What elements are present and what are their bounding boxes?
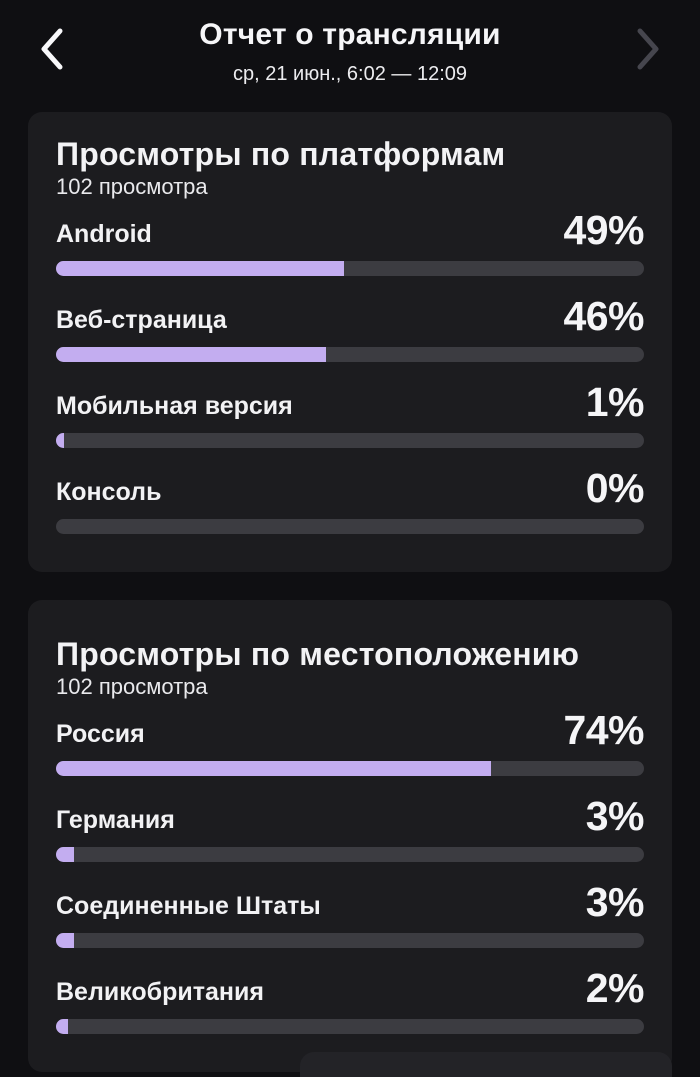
stat-row-console: Консоль 0%: [56, 465, 645, 534]
progress-fill: [56, 761, 492, 776]
stat-row-web: Веб-страница 46%: [56, 293, 644, 362]
bottom-sheet-peek[interactable]: [300, 1052, 672, 1077]
progress-fill: [56, 261, 345, 276]
progress-fill: [56, 1019, 68, 1034]
chevron-right-icon: [636, 28, 660, 73]
progress-track: [56, 1019, 644, 1034]
progress-fill: [56, 433, 64, 448]
stat-value: 46%: [563, 293, 644, 339]
page-title: Отчет о трансляции: [199, 18, 501, 51]
card-title: Просмотры по платформам: [56, 136, 506, 172]
stat-label: Консоль: [56, 478, 162, 506]
stat-label: Мобильная версия: [56, 392, 293, 420]
stat-value: 2%: [585, 965, 645, 1011]
progress-track: [56, 433, 644, 448]
stat-label: Германия: [56, 806, 175, 834]
progress-track: [56, 847, 644, 862]
stat-row-united-kingdom: Великобритания 2%: [56, 965, 645, 1034]
chevron-left-icon: [40, 28, 64, 73]
stat-value: 74%: [563, 707, 644, 753]
stat-row-mobile: Мобильная версия 1%: [56, 379, 645, 448]
progress-track: [56, 347, 644, 362]
progress-fill: [56, 933, 74, 948]
progress-track: [56, 933, 644, 948]
views-by-platform-card: Просмотры по платформам 102 просмотра An…: [28, 112, 672, 572]
stat-label: Соединенные Штаты: [56, 892, 321, 920]
stat-value: 3%: [585, 793, 645, 839]
stat-row-russia: Россия 74%: [56, 707, 644, 776]
stat-label: Великобритания: [56, 978, 264, 1006]
progress-track: [56, 261, 644, 276]
card-views-count: 102 просмотра: [56, 674, 208, 699]
stat-value: 1%: [585, 379, 645, 425]
report-header: Отчет о трансляции ср, 21 июн., 6:02 — 1…: [0, 0, 700, 100]
stat-value: 3%: [585, 879, 645, 925]
platform-rows: Android 49% Веб-страница 46% Мобильная в…: [56, 207, 645, 534]
stat-value: 0%: [585, 465, 645, 511]
stat-label: Веб-страница: [56, 306, 227, 334]
prev-period-button[interactable]: [24, 22, 80, 78]
header-titles: Отчет о трансляции ср, 21 июн., 6:02 — 1…: [80, 14, 620, 86]
report-date-range: ср, 21 июн., 6:02 — 12:09: [232, 63, 467, 85]
stat-label: Android: [56, 220, 152, 248]
stat-row-united-states: Соединенные Штаты 3%: [56, 879, 645, 948]
next-period-button[interactable]: [620, 22, 676, 78]
stat-row-android: Android 49%: [56, 207, 644, 276]
progress-fill: [56, 347, 327, 362]
progress-track: [56, 519, 644, 534]
progress-track: [56, 761, 644, 776]
card-views-count: 102 просмотра: [56, 174, 208, 199]
views-by-location-card: Просмотры по местоположению 102 просмотр…: [28, 600, 672, 1072]
location-rows: Россия 74% Германия 3% Соединенные Штаты…: [56, 707, 645, 1034]
progress-fill: [56, 847, 74, 862]
card-title: Просмотры по местоположению: [56, 636, 580, 672]
stat-label: Россия: [56, 720, 145, 748]
stat-value: 49%: [563, 207, 644, 253]
stat-row-germany: Германия 3%: [56, 793, 645, 862]
